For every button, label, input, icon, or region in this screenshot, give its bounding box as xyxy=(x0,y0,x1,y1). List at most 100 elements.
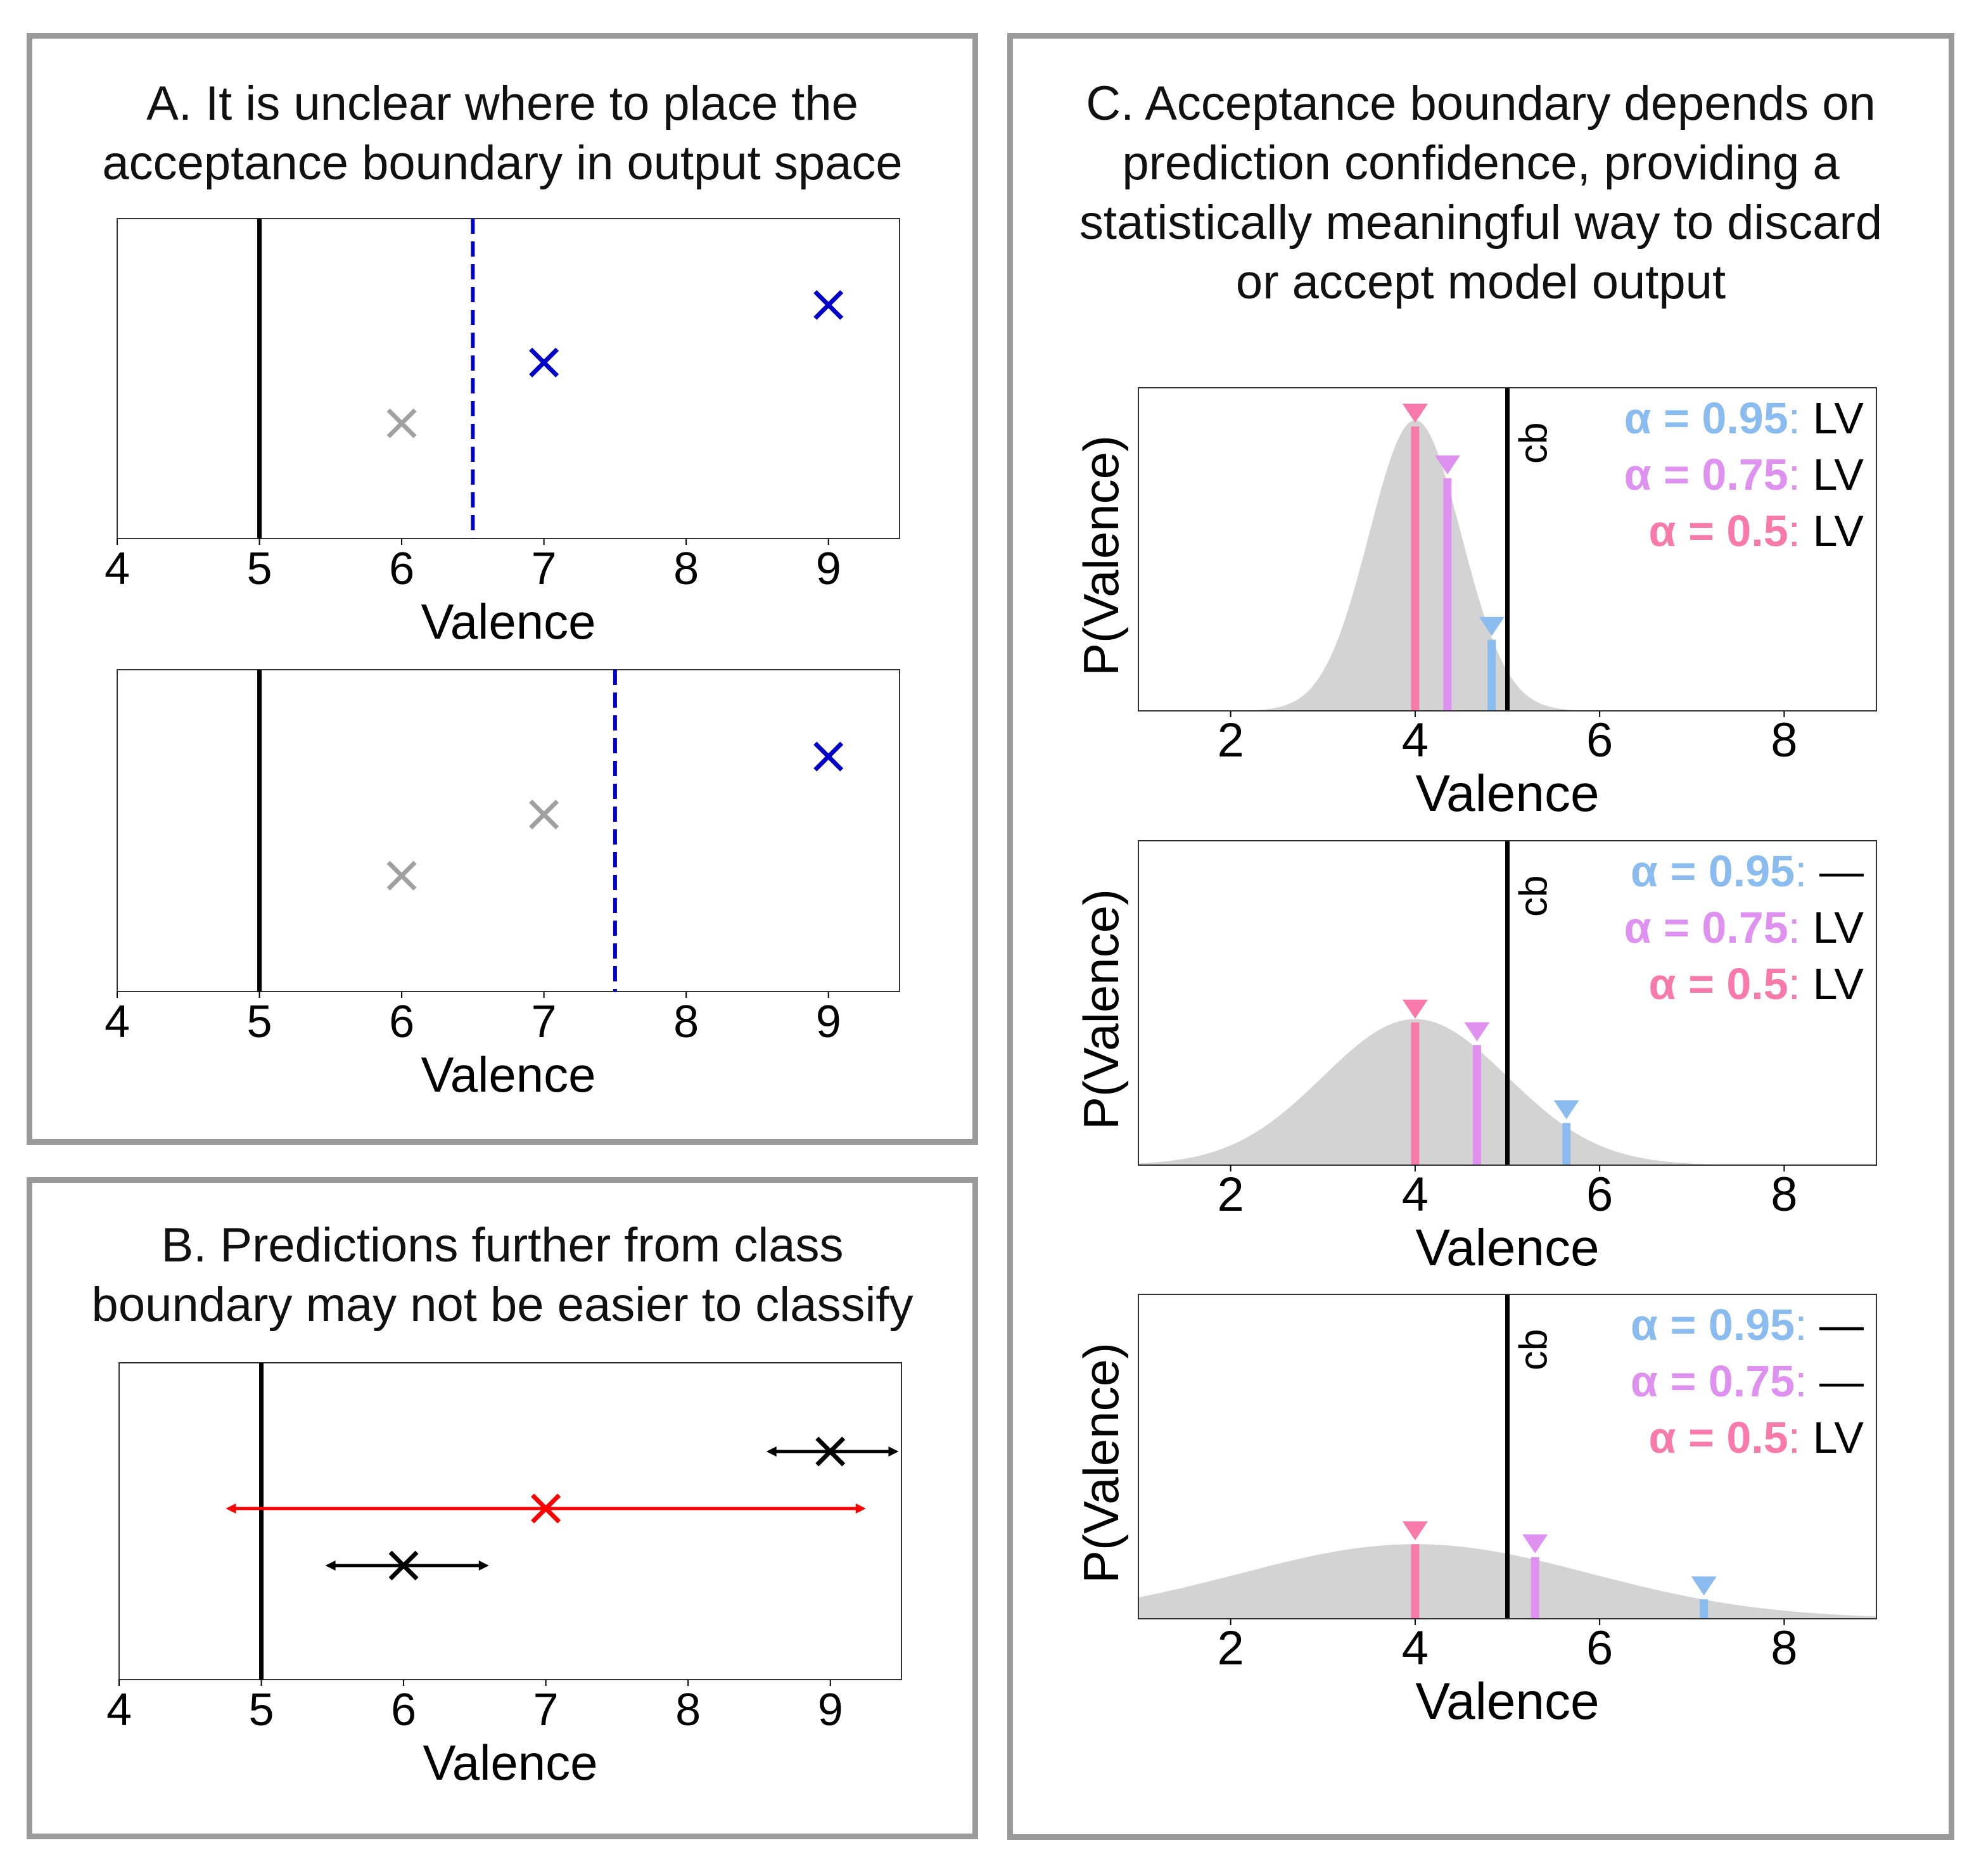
legend-colon: : xyxy=(1788,393,1813,443)
legend-decision: LV xyxy=(1813,506,1864,556)
chart-b1: 4 5 6 7 8 9 Valence xyxy=(106,1362,902,1790)
x-tick-label-7: 7 xyxy=(532,544,557,594)
plot-area xyxy=(117,669,900,992)
plot-frame xyxy=(1138,1294,1877,1619)
legend-alpha-label: α = 0.5 xyxy=(1649,506,1788,556)
legend-entry: α = 0.5: LV xyxy=(1649,1413,1864,1462)
alpha-095-triangle xyxy=(1479,616,1505,636)
plot-frame xyxy=(1138,387,1877,711)
x-tick-label-6: 6 xyxy=(391,1685,416,1735)
legend-decision: — xyxy=(1819,1356,1864,1406)
x-axis-label: Valence xyxy=(423,1735,597,1790)
x-axis-label: Valence xyxy=(1415,1219,1599,1277)
data-point-rejected xyxy=(386,860,417,891)
legend-alpha-label: α = 0.75 xyxy=(1631,1356,1795,1406)
x-tick-label-4: 4 xyxy=(105,544,130,594)
legend-alpha-label: α = 0.75 xyxy=(1624,903,1788,952)
x-tick-label-8: 8 xyxy=(1771,1168,1797,1222)
x-tick-label-9: 9 xyxy=(816,997,841,1047)
plot-area xyxy=(118,1362,902,1680)
legend-decision: — xyxy=(1819,846,1864,896)
data-point-accepted xyxy=(813,290,844,320)
legend-decision: LV xyxy=(1813,959,1864,1009)
legend-alpha-label: α = 0.95 xyxy=(1631,846,1795,896)
x-tick-label-8: 8 xyxy=(1771,1621,1797,1675)
error-bar-arrow-right xyxy=(478,1560,489,1571)
alpha-075-triangle xyxy=(1522,1534,1548,1554)
legend-entry: α = 0.75: LV xyxy=(1624,450,1864,499)
x-tick-label-6: 6 xyxy=(389,544,414,594)
alpha-095-triangle xyxy=(1691,1576,1717,1596)
error-bar-arrow-right xyxy=(888,1446,899,1457)
x-tick-label-5: 5 xyxy=(247,997,272,1047)
legend-decision: — xyxy=(1819,1300,1864,1350)
legend-colon: : xyxy=(1788,1413,1813,1462)
x-tick-label-4: 4 xyxy=(1402,1621,1429,1675)
chart-c2: cb α = 0.95: — α = 0.75: LVα = 0.5: LV P(Va… xyxy=(1073,840,1877,1277)
legend-colon: : xyxy=(1788,450,1813,499)
error-bar-arrow-left xyxy=(325,1560,336,1571)
legend-entry: α = 0.5: LV xyxy=(1649,959,1864,1009)
error-bar-arrow-right xyxy=(855,1503,866,1514)
alpha-075-triangle xyxy=(1434,455,1460,475)
legend-decision: LV xyxy=(1813,450,1864,499)
x-tick-label-6: 6 xyxy=(1586,1621,1613,1675)
x-tick-label-8: 8 xyxy=(675,1685,701,1735)
x-axis-label: Valence xyxy=(1415,1673,1599,1730)
error-bar-arrow-left xyxy=(226,1503,236,1514)
y-axis-label: P(Valence) xyxy=(1073,435,1129,676)
marker-stroke xyxy=(813,741,844,772)
plot-frame xyxy=(1138,840,1877,1166)
legend-entry: α = 0.5: LV xyxy=(1649,506,1864,556)
data-point-certain xyxy=(815,1436,846,1467)
x-tick-label-5: 5 xyxy=(249,1685,274,1735)
legend-decision: LV xyxy=(1813,393,1864,443)
data-point-uncertain xyxy=(531,1493,561,1524)
marker-stroke xyxy=(813,290,844,320)
data-point-rejected xyxy=(529,800,559,830)
x-tick-label-4: 4 xyxy=(1402,1168,1429,1222)
x-tick-label-4: 4 xyxy=(1402,713,1429,767)
legend-alpha-label: α = 0.75 xyxy=(1624,450,1788,499)
x-tick-label-8: 8 xyxy=(673,544,699,594)
legend-colon: : xyxy=(1788,506,1813,556)
x-tick-label-4: 4 xyxy=(106,1685,132,1735)
class-boundary-label: cb xyxy=(1512,1329,1556,1370)
alpha-075-triangle xyxy=(1464,1022,1490,1042)
marker-stroke xyxy=(529,800,559,830)
chart-a2: 4 5 6 7 8 9 Valence xyxy=(105,669,900,1102)
x-tick-label-5: 5 xyxy=(247,544,272,594)
marker-stroke xyxy=(386,408,417,438)
panel-c-title: C. Acceptance boundary depends on predic… xyxy=(1079,77,1883,309)
error-bar-arrow-left xyxy=(766,1446,777,1457)
x-tick-label-4: 4 xyxy=(105,997,130,1047)
marker-stroke xyxy=(388,1550,419,1581)
panel-a-title: A. It is unclear where to place the acce… xyxy=(102,77,903,190)
x-tick-label-8: 8 xyxy=(673,997,699,1047)
legend-entry: α = 0.95: — xyxy=(1631,846,1864,896)
legend-colon: : xyxy=(1795,846,1819,896)
class-boundary-label: cb xyxy=(1512,876,1556,917)
x-axis-label: Valence xyxy=(421,1047,595,1102)
legend-alpha-label: α = 0.5 xyxy=(1649,1413,1788,1462)
plot-area xyxy=(117,218,900,539)
data-point-certain xyxy=(388,1550,419,1581)
x-tick-label-6: 6 xyxy=(1586,713,1613,767)
alpha-05-triangle xyxy=(1402,1521,1428,1541)
y-axis-label: P(Valence) xyxy=(1073,1343,1129,1583)
x-tick-label-6: 6 xyxy=(389,997,414,1047)
x-tick-label-7: 7 xyxy=(533,1685,559,1735)
legend-entry: α = 0.95: LV xyxy=(1624,393,1864,443)
x-tick-label-6: 6 xyxy=(1586,1168,1613,1222)
legend-colon: : xyxy=(1795,1356,1819,1406)
class-boundary-label: cb xyxy=(1512,423,1556,464)
x-tick-label-8: 8 xyxy=(1771,713,1797,767)
legend-colon: : xyxy=(1788,903,1813,952)
marker-stroke xyxy=(531,1493,561,1524)
legend-colon: : xyxy=(1788,959,1813,1009)
chart-c1: cbα = 0.95: LVα = 0.75: LVα = 0.5: LVP(V… xyxy=(1073,387,1877,822)
data-point-accepted xyxy=(529,347,559,378)
legend-colon: : xyxy=(1795,1300,1819,1350)
y-axis-label: P(Valence) xyxy=(1073,889,1129,1130)
